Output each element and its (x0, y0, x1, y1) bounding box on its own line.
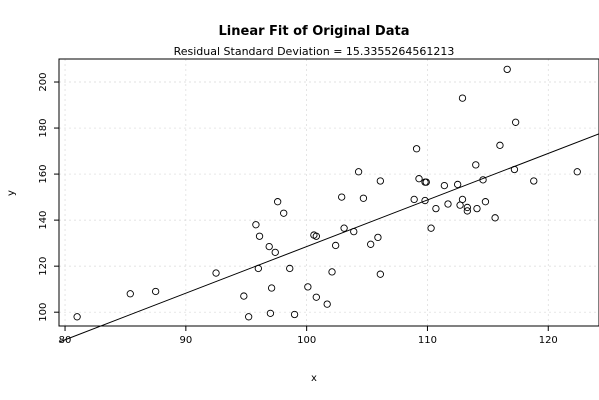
data-point (252, 221, 260, 229)
data-point (463, 207, 471, 215)
x-tick-label: 110 (418, 335, 437, 346)
data-point (280, 209, 288, 217)
data-point (255, 232, 264, 240)
fit-line (58, 133, 599, 343)
y-axis: 100 120 140 160 180 200 (38, 72, 59, 322)
data-point (496, 141, 504, 149)
data-point (412, 145, 421, 153)
chart-subtitle: Residual Standard Deviation = 15.3355264… (174, 45, 455, 58)
data-point (458, 94, 467, 102)
plot-frame (58, 58, 599, 327)
data-point (304, 283, 312, 291)
data-point (354, 168, 363, 176)
data-point (286, 264, 294, 273)
data-point (440, 181, 449, 190)
data-point (376, 270, 384, 278)
data-point (312, 232, 320, 240)
data-point (350, 227, 358, 236)
y-tick-label: 160 (38, 165, 49, 184)
data-point (376, 177, 384, 185)
chart-title: Linear Fit of Original Data (219, 24, 410, 39)
data-point (312, 293, 320, 301)
data-point (444, 200, 452, 208)
data-point (427, 224, 435, 232)
data-point (212, 269, 220, 277)
data-point (265, 242, 273, 251)
data-point (151, 287, 160, 296)
data-point (415, 175, 423, 183)
x-axis: 80 90 100 110 120 (59, 326, 558, 346)
data-point (271, 248, 279, 256)
data-point (481, 198, 490, 206)
data-point (454, 180, 462, 189)
data-point (479, 176, 487, 184)
x-tick-label: 100 (297, 335, 316, 346)
data-point (254, 264, 262, 273)
data-point (240, 292, 248, 300)
data-point (323, 300, 331, 308)
data-point (432, 204, 440, 213)
data-point (473, 204, 481, 213)
data-point (367, 240, 375, 248)
data-point (458, 195, 467, 204)
data-point (491, 214, 499, 222)
data-point (328, 268, 336, 276)
data-points (73, 65, 581, 321)
data-point (73, 313, 81, 321)
data-point (338, 193, 346, 201)
x-axis-label: x (311, 373, 317, 384)
data-point (274, 198, 282, 206)
data-point (511, 118, 520, 126)
data-point (245, 313, 253, 321)
fit-line-group (58, 133, 599, 343)
data-point (410, 195, 418, 204)
y-tick-label: 180 (38, 119, 49, 138)
data-point (422, 178, 430, 186)
data-point (530, 177, 538, 185)
x-tick-label: 90 (179, 335, 192, 346)
data-point (267, 284, 276, 292)
data-point (472, 161, 480, 169)
y-tick-label: 100 (38, 303, 49, 322)
data-point (331, 241, 340, 250)
data-point (374, 233, 382, 242)
data-point (340, 224, 348, 232)
data-point (266, 309, 275, 317)
x-tick-label: 120 (539, 335, 558, 346)
y-tick-label: 140 (38, 211, 49, 230)
data-point (290, 310, 299, 319)
data-point (421, 196, 429, 205)
data-point (503, 65, 511, 74)
y-tick-label: 200 (38, 72, 49, 91)
data-point (359, 194, 368, 202)
data-point (126, 290, 134, 298)
y-axis-label: y (6, 190, 17, 196)
data-point (463, 203, 471, 212)
y-tick-label: 120 (38, 257, 49, 276)
x-tick-label: 80 (59, 335, 72, 346)
data-point (573, 168, 581, 176)
data-point (510, 165, 519, 174)
grid-lines (59, 59, 599, 326)
